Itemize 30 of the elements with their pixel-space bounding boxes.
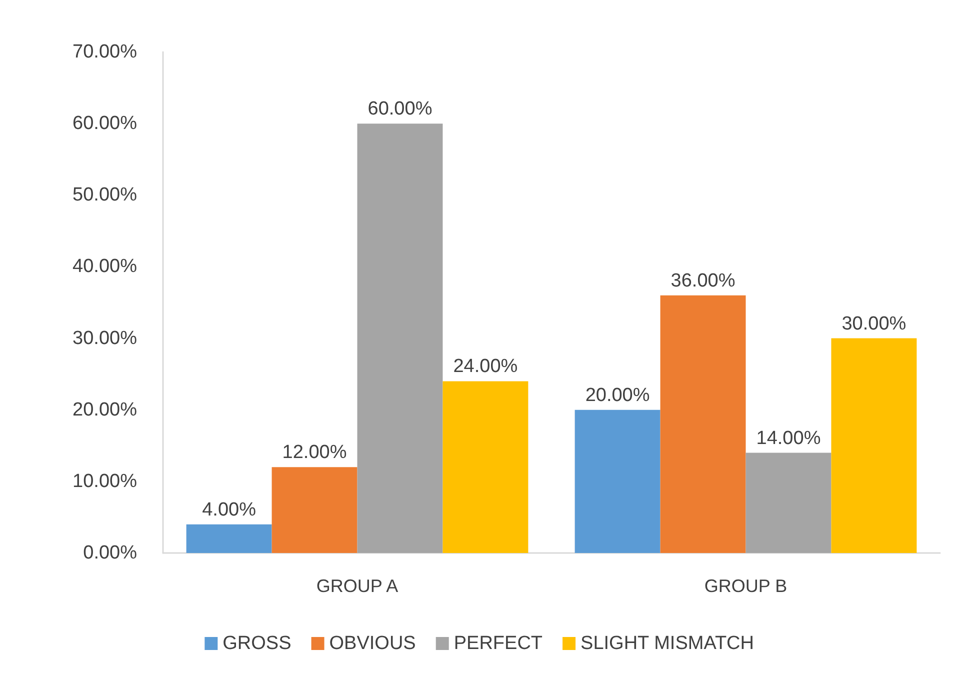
bar — [442, 381, 528, 553]
y-tick-label: 0.00% — [83, 542, 138, 564]
data-label: 24.00% — [453, 356, 518, 378]
data-label: 4.00% — [202, 499, 256, 520]
bar — [357, 124, 443, 553]
y-tick-label: 70.00% — [72, 42, 138, 62]
y-tick-label: 30.00% — [72, 328, 138, 349]
data-label: 60.00% — [368, 98, 432, 120]
data-label: 20.00% — [585, 384, 650, 406]
legend-label: SLIGHT MISMATCH — [580, 633, 754, 654]
x-tick-label: GROUP A — [316, 576, 398, 596]
bar — [574, 410, 660, 553]
bar — [746, 452, 832, 553]
y-tick-label: 40.00% — [72, 256, 138, 278]
y-tick-label: 10.00% — [72, 470, 138, 492]
y-tick-label: 50.00% — [72, 184, 138, 206]
data-label: 12.00% — [282, 442, 347, 464]
y-tick-label: 20.00% — [72, 399, 138, 420]
y-tick-label: 60.00% — [72, 113, 138, 134]
legend-label: OBVIOUS — [329, 633, 416, 654]
data-label: 36.00% — [670, 270, 736, 292]
bar — [831, 338, 917, 553]
bar — [272, 467, 358, 553]
legend-label: GROSS — [222, 633, 292, 654]
data-label: 14.00% — [756, 428, 821, 449]
legend-label: PERFECT — [454, 633, 543, 654]
data-label: 30.00% — [842, 313, 906, 334]
bar — [186, 524, 272, 553]
bar — [660, 295, 746, 553]
x-tick-label: GROUP B — [704, 576, 788, 596]
